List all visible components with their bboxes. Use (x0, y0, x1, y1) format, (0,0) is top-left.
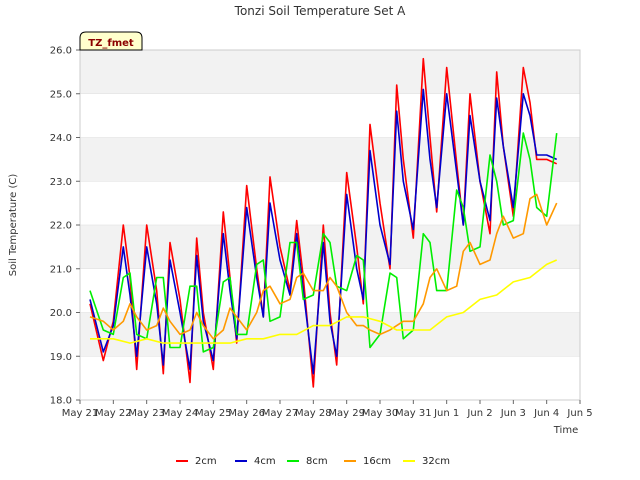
legend-label: 2cm (195, 456, 217, 467)
x-tick-label: May 29 (328, 408, 365, 419)
y-axis-ticks: 18.0 19.0 20.0 21.0 22.0 23.0 24.0 25.0 26.0 (50, 46, 80, 407)
grid-band (80, 181, 580, 225)
legend-item-4cm: 4cm (235, 456, 276, 467)
y-tick-label: 22.0 (50, 221, 72, 232)
annotation-tag: TZ_fmet (79, 31, 143, 51)
chart-title: Tonzi Soil Temperature Set A (234, 4, 406, 18)
grid-band (80, 137, 580, 182)
y-tick-label: 25.0 (50, 89, 72, 100)
x-tick-label: May 28 (295, 408, 332, 419)
y-tick-label: 20.0 (50, 308, 72, 319)
x-tick-label: May 21 (62, 408, 99, 419)
x-tick-label: May 30 (362, 408, 399, 419)
x-tick-label: May 24 (162, 408, 199, 419)
x-tick-label: Jun 2 (466, 408, 492, 419)
grid-band (80, 50, 580, 94)
legend-label: 8cm (306, 456, 328, 467)
annotation-tag-box (79, 31, 143, 51)
y-tick-label: 26.0 (50, 46, 72, 57)
x-tick-label: May 25 (195, 408, 232, 419)
legend-item-2cm: 2cm (176, 456, 217, 467)
legend-item-8cm: 8cm (287, 456, 328, 467)
y-tick-label: 24.0 (50, 133, 72, 144)
y-tick-label: 18.0 (50, 396, 72, 407)
x-tick-label: Jun 1 (433, 408, 459, 419)
y-tick-label: 23.0 (50, 177, 72, 188)
series-line-16cm (89, 193, 558, 340)
y-axis-title: Soil Temperature (C) (8, 174, 19, 277)
y-tick-label: 21.0 (50, 264, 72, 275)
grid-band (80, 356, 580, 400)
series-line-32cm (90, 259, 558, 344)
legend-label: 16cm (363, 456, 391, 467)
x-tick-label: May 27 (262, 408, 299, 419)
x-tick-label: May 22 (95, 408, 132, 419)
series-line-4cm (89, 88, 558, 375)
y-tick-label: 19.0 (50, 352, 72, 363)
grid-bands (80, 50, 580, 401)
x-axis-title: Time (553, 425, 578, 436)
legend-item-16cm: 16cm (344, 456, 391, 467)
grid-band (80, 93, 580, 138)
x-tick-label: Jun 4 (533, 408, 559, 419)
x-tick-label: May 23 (128, 408, 165, 419)
x-tick-label: Jun 5 (566, 408, 592, 419)
x-tick-label: May 31 (395, 408, 432, 419)
x-tick-label: May 26 (228, 408, 265, 419)
annotation-tag-label: TZ_fmet (88, 38, 134, 49)
series-line-8cm (89, 132, 558, 353)
legend-label: 32cm (422, 456, 450, 467)
x-tick-label: Jun 3 (500, 408, 526, 419)
legend-label: 4cm (254, 456, 276, 467)
legend: 2cm 4cm 8cm 16cm 32cm (176, 456, 450, 467)
legend-item-32cm: 32cm (403, 456, 450, 467)
series-lines (89, 57, 558, 388)
